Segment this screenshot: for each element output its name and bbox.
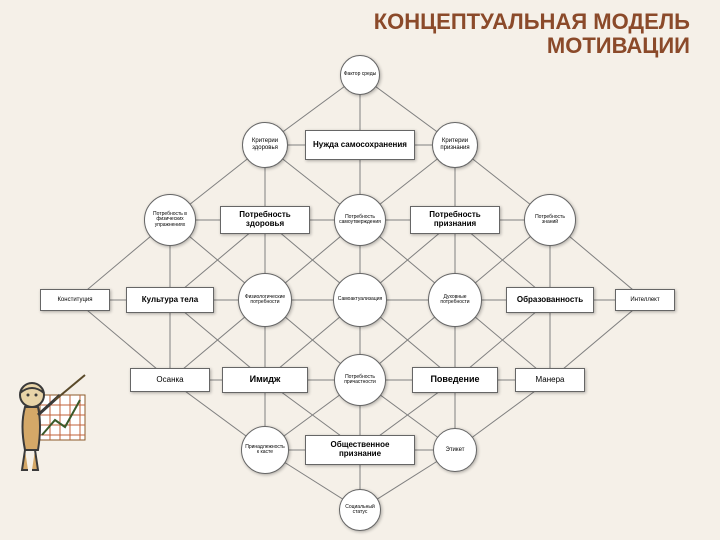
node-n3_-3: Конституция (40, 289, 110, 311)
node-n2_-1: Потребность здоровья (220, 206, 310, 234)
node-n5_1: Этикет (433, 428, 477, 472)
node-n5_0: Общественное признание (305, 435, 415, 465)
node-n4_-2: Осанка (130, 368, 210, 392)
node-n3_1: Духовные потребности (428, 273, 482, 327)
mascot-illustration (10, 365, 90, 480)
node-n4_-1: Имидж (222, 367, 308, 393)
node-n1_1: Критерии признания (432, 122, 478, 168)
node-n3_3: Интеллект (615, 289, 675, 311)
node-n2_0: Потребность самоутверждения (334, 194, 386, 246)
node-n1_0: Нужда самосохранения (305, 130, 415, 160)
title-line1: КОНЦЕПТУАЛЬНАЯ МОДЕЛЬ (374, 10, 690, 34)
node-n5_-1: Принадлежность к касте (241, 426, 289, 474)
page-title: КОНЦЕПТУАЛЬНАЯ МОДЕЛЬ МОТИВАЦИИ (374, 10, 690, 58)
node-n4_1: Поведение (412, 367, 498, 393)
node-n3_-2: Культура тела (126, 287, 214, 313)
node-n3_-1: Физиологические потребности (238, 273, 292, 327)
node-n2_2: Потребность знаний (524, 194, 576, 246)
node-n6_0: Социальный статус (339, 489, 381, 531)
title-line2: МОТИВАЦИИ (374, 34, 690, 58)
node-n3_2: Образованность (506, 287, 594, 313)
node-n1_-1: Критерии здоровья (242, 122, 288, 168)
node-n4_2: Манера (515, 368, 585, 392)
node-n2_-2: Потребность в физических упражнениях (144, 194, 196, 246)
node-n0_0: Фактор среды (340, 55, 380, 95)
node-n4_0: Потребность причастности (334, 354, 386, 406)
node-n2_1: Потребность признания (410, 206, 500, 234)
node-n3_0: Самоактуализация (333, 273, 387, 327)
